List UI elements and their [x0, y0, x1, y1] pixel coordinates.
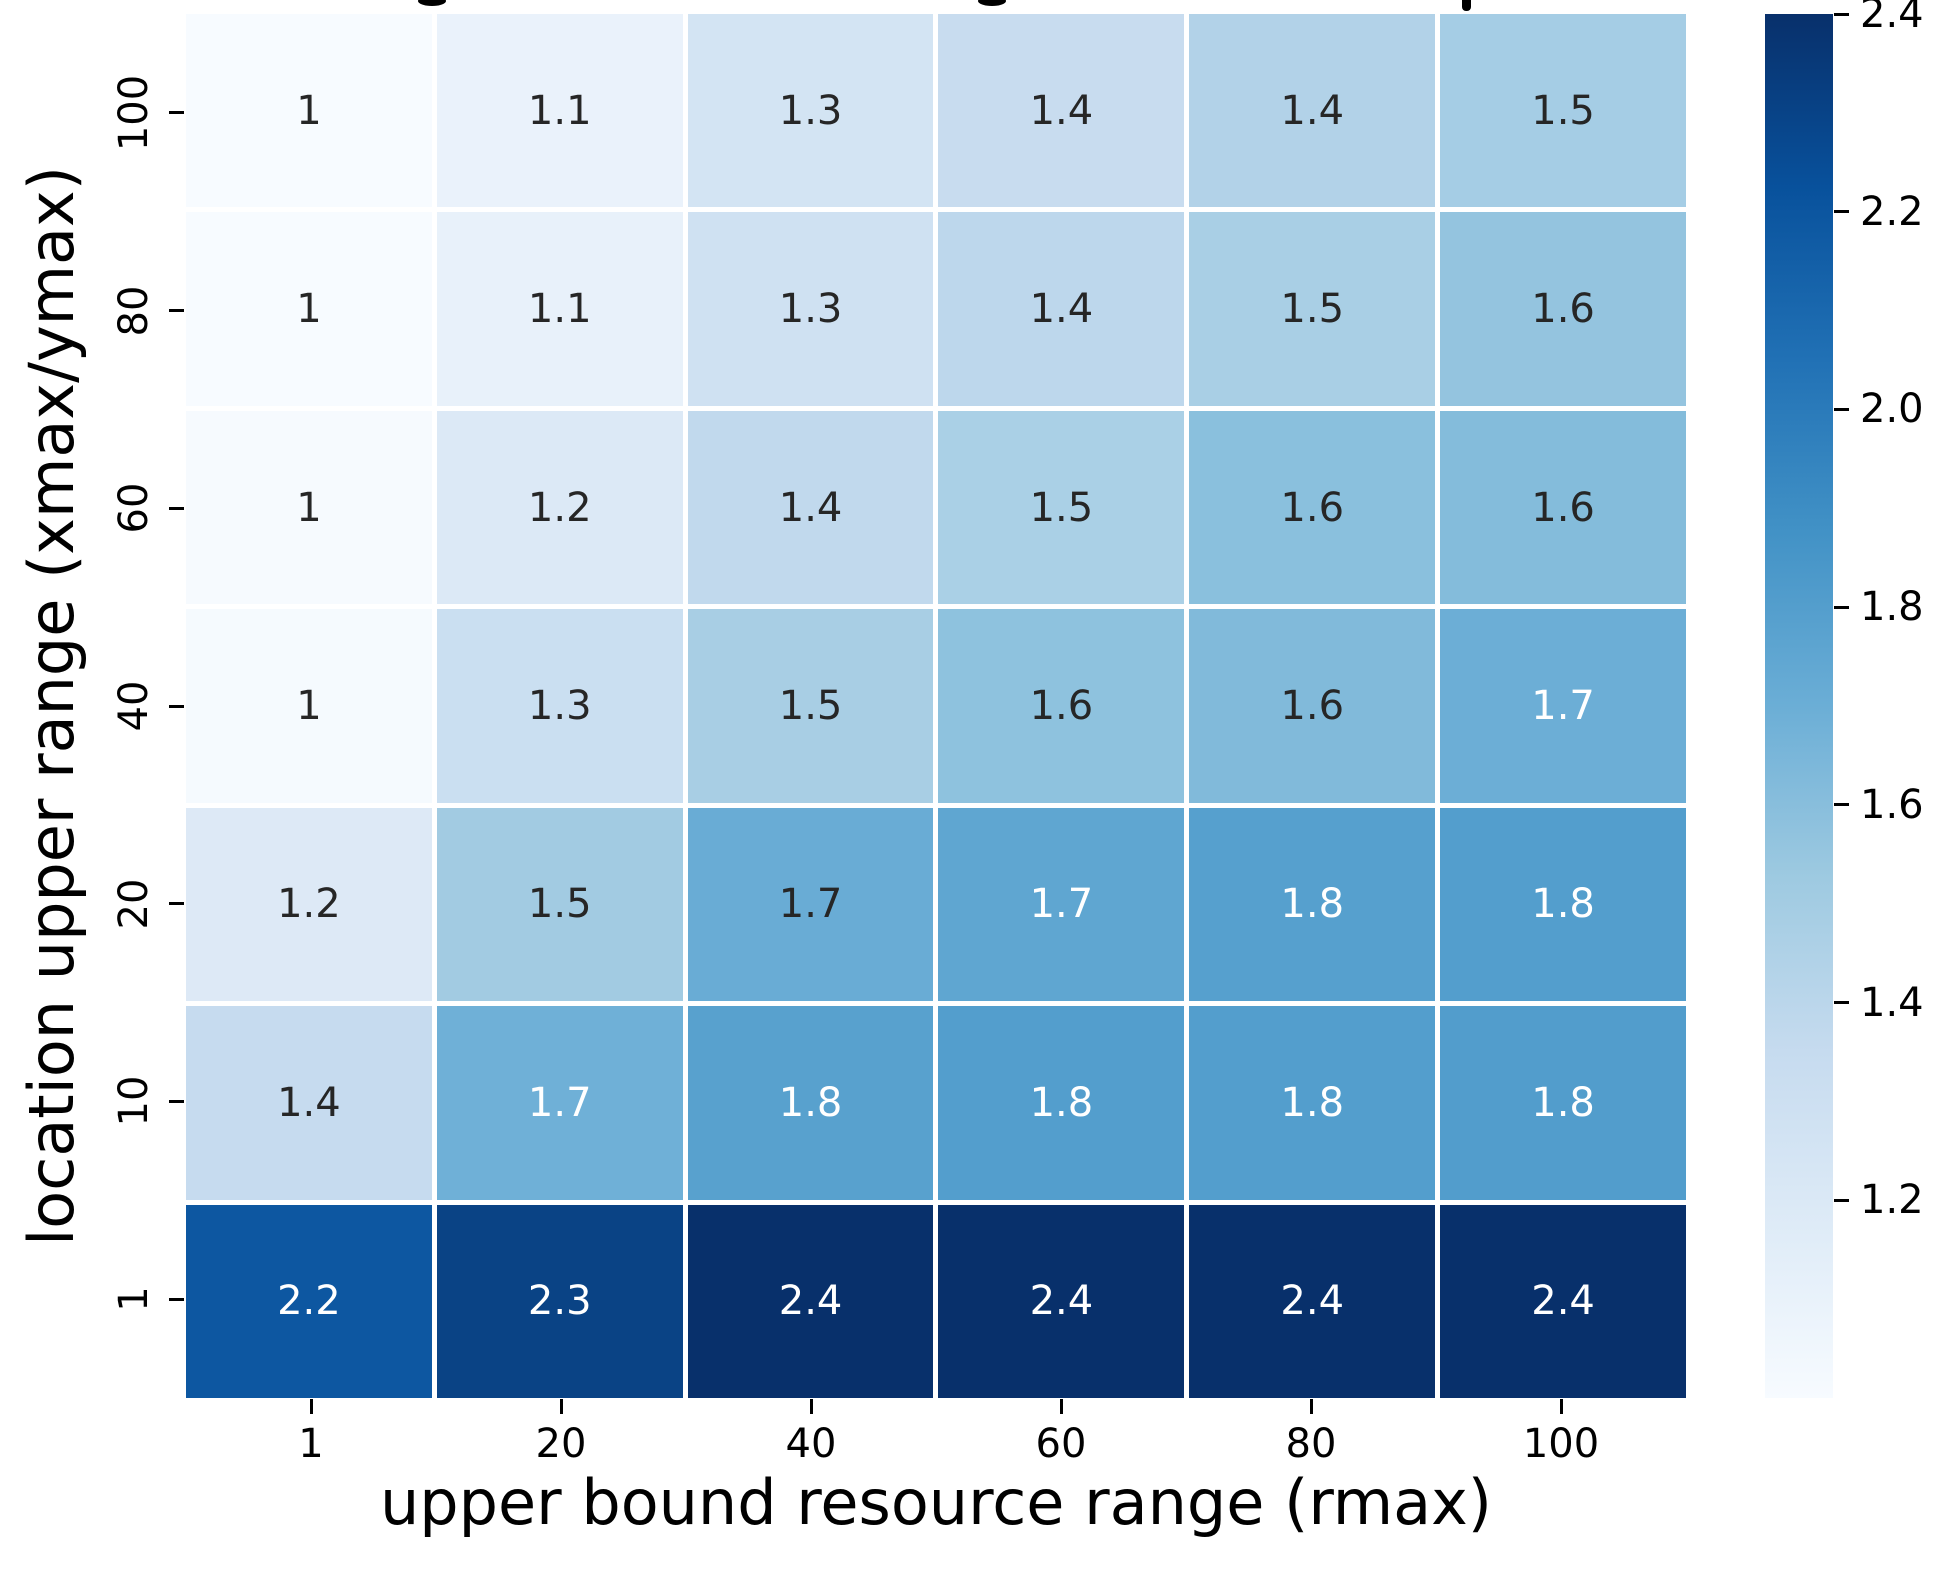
colorbar-tick-mark — [1834, 1001, 1849, 1005]
heatmap-cell: 1.4 — [687, 410, 934, 605]
x-tick-mark — [309, 1399, 313, 1414]
colorbar-tick-mark — [1834, 407, 1849, 411]
heatmap-cell: 1.8 — [938, 1006, 1185, 1200]
heatmap-cell: 1 — [186, 609, 432, 803]
heatmap-cell: 1.7 — [687, 807, 934, 1002]
heatmap-cell: 1 — [186, 212, 432, 406]
colorbar-tick-mark — [1834, 12, 1849, 16]
x-tick-mark — [1059, 1399, 1063, 1414]
heatmap-cell: 1 — [186, 14, 432, 208]
heatmap-cell: 2.4 — [687, 1204, 934, 1398]
heatmap-cell: 2.4 — [1440, 1204, 1686, 1398]
heatmap-cell: 1.3 — [687, 14, 934, 208]
heatmap-cell: 1.1 — [436, 14, 683, 208]
x-tick-mark — [809, 1399, 813, 1414]
heatmap-cell: 1.5 — [436, 807, 683, 1002]
heatmap-cell: 2.4 — [938, 1204, 1185, 1398]
colorbar-tick-mark — [1834, 803, 1849, 807]
heatmap-cell: 1.4 — [938, 14, 1185, 208]
heatmap-cell: 1.7 — [436, 1006, 683, 1200]
colorbar-tick-mark — [1834, 1198, 1849, 1202]
y-tick-mark — [169, 506, 184, 510]
heatmap-cell: 1.7 — [1440, 609, 1686, 803]
heatmap-cell: 1.1 — [436, 212, 683, 406]
x-tick-mark — [559, 1399, 563, 1414]
heatmap-cell: 1.6 — [1189, 410, 1436, 605]
heatmap-cell: 1.8 — [1189, 807, 1436, 1002]
colorbar-tick-label: 2.2 — [1860, 188, 1924, 235]
y-tick-mark — [169, 309, 184, 313]
colorbar-tick-label: 2.0 — [1860, 386, 1924, 433]
heatmap-cell: 1.6 — [1440, 212, 1686, 406]
y-tick-label: 60 — [111, 482, 157, 534]
colorbar-tick-label: 1.4 — [1860, 979, 1924, 1026]
x-tick-label: 60 — [1035, 1421, 1087, 1467]
x-tick-label: 80 — [1285, 1421, 1337, 1467]
heatmap-cell: 2.2 — [186, 1204, 432, 1398]
colorbar-gradient — [1765, 14, 1833, 1398]
x-tick-mark — [1559, 1399, 1563, 1414]
y-tick-label: 1 — [111, 1286, 157, 1312]
heatmap-cell: 1 — [186, 410, 432, 605]
colorbar-tick-mark — [1834, 210, 1849, 214]
heatmap-cell: 1.7 — [938, 807, 1185, 1002]
heatmap-cell: 1.8 — [1189, 1006, 1436, 1200]
y-tick-label: 20 — [111, 878, 157, 930]
heatmap-cell: 1.8 — [1440, 807, 1686, 1002]
y-tick-mark — [169, 111, 184, 115]
colorbar-tick-label: 2.4 — [1860, 0, 1924, 37]
x-axis-label: upper bound resource range (rmax) — [379, 1466, 1493, 1539]
heatmap-cell: 1.4 — [1189, 14, 1436, 208]
clipped-title-descender-icon — [978, 0, 1006, 6]
clipped-title-descender-icon — [418, 0, 446, 6]
heatmap-cell: 1.5 — [1440, 14, 1686, 208]
x-tick-label: 100 — [1522, 1421, 1600, 1467]
heatmap-cell: 1.4 — [186, 1006, 432, 1200]
y-tick-mark — [169, 704, 184, 708]
x-tick-label: 20 — [535, 1421, 587, 1467]
heatmap-cell: 1.5 — [938, 410, 1185, 605]
y-tick-mark — [169, 1297, 184, 1301]
heatmap-cell: 1.5 — [687, 609, 934, 803]
colorbar-tick-mark — [1834, 605, 1849, 609]
heatmap-cell: 1.2 — [186, 807, 432, 1002]
heatmap-cell: 1.6 — [1440, 410, 1686, 605]
heatmap-cell: 2.4 — [1189, 1204, 1436, 1398]
y-axis-label: location upper range (xmax/ymax) — [15, 166, 88, 1246]
heatmap-cell: 1.8 — [1440, 1006, 1686, 1200]
colorbar-tick-label: 1.6 — [1860, 781, 1924, 828]
x-tick-label: 40 — [785, 1421, 837, 1467]
heatmap-cell: 1.2 — [436, 410, 683, 605]
x-tick-label: 1 — [298, 1421, 324, 1467]
colorbar-tick-label: 1.8 — [1860, 584, 1924, 631]
y-tick-label: 100 — [111, 74, 157, 152]
heatmap-cell: 1.6 — [938, 609, 1185, 803]
y-tick-label: 40 — [111, 680, 157, 732]
heatmap-grid: 1 1.1 1.3 1.4 1.4 1.5 1 1.1 1.3 1.4 1.5 1.6 1 1.2 1.4 1… — [186, 14, 1686, 1398]
heatmap-cell: 2.3 — [436, 1204, 683, 1398]
y-tick-label: 10 — [111, 1075, 157, 1127]
heatmap-cell: 1.3 — [687, 212, 934, 406]
heatmap-cell: 1.3 — [436, 609, 683, 803]
x-tick-mark — [1309, 1399, 1313, 1414]
clipped-title-descender-icon — [1462, 0, 1471, 11]
heatmap-cell: 1.5 — [1189, 212, 1436, 406]
y-tick-label: 80 — [111, 285, 157, 337]
colorbar-tick-label: 1.2 — [1860, 1177, 1924, 1224]
heatmap-cell: 1.8 — [687, 1006, 934, 1200]
y-tick-mark — [169, 1099, 184, 1103]
y-tick-mark — [169, 902, 184, 906]
heatmap-cell: 1.6 — [1189, 609, 1436, 803]
heatmap-cell: 1.4 — [938, 212, 1185, 406]
